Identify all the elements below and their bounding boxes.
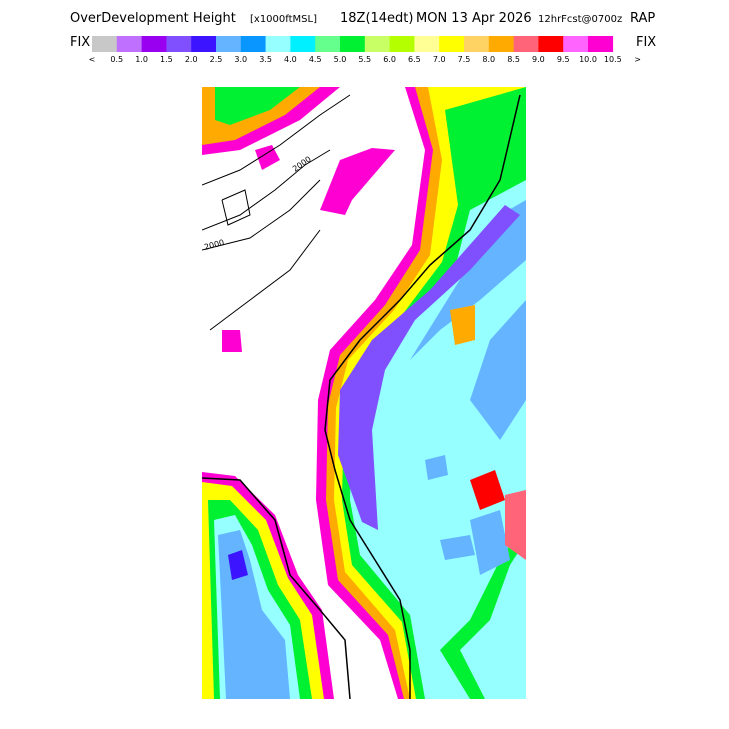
band xyxy=(215,87,300,125)
color-box xyxy=(364,36,390,52)
color-box xyxy=(240,36,266,52)
color-label: 9.5 xyxy=(557,55,570,64)
color-label: 0.5 xyxy=(110,55,123,64)
color-box xyxy=(191,36,217,52)
color-box xyxy=(315,36,341,52)
patch xyxy=(425,455,448,480)
color-box xyxy=(464,36,490,52)
units: [x1000ftMSL] xyxy=(250,14,317,25)
color-label: 1.0 xyxy=(135,55,148,64)
contour xyxy=(221,189,251,226)
color-label: 6.5 xyxy=(408,55,421,64)
color-label: 8.0 xyxy=(482,55,495,64)
colorbar: <0.5 1.0 1.5 2.0 2.5 3.0 3.5 4.0 4.5 5.0 5.5 6.0 6.5… xyxy=(89,36,641,64)
color-label: 1.5 xyxy=(160,55,173,64)
color-label: 3.5 xyxy=(259,55,272,64)
coastline xyxy=(324,94,521,699)
color-label: 3.0 xyxy=(234,55,247,64)
valid-time: 18Z(14edt) xyxy=(340,11,413,26)
contour xyxy=(209,229,321,331)
color-label: 10.5 xyxy=(604,55,622,64)
color-label: 8.5 xyxy=(507,55,520,64)
color-label: 10.0 xyxy=(579,55,597,64)
color-label: 4.0 xyxy=(284,55,297,64)
legend-right: FIX xyxy=(636,35,656,50)
forecast: 12hrFcst@0700z xyxy=(538,14,622,25)
color-box xyxy=(141,36,167,52)
color-label: 2.0 xyxy=(185,55,198,64)
color-label: 9.0 xyxy=(532,55,545,64)
title: OverDevelopment Height xyxy=(70,11,236,26)
patch xyxy=(470,470,505,510)
color-box xyxy=(538,36,564,52)
color-label: 7.0 xyxy=(433,55,446,64)
color-box xyxy=(166,36,192,52)
contour xyxy=(202,179,321,251)
color-box xyxy=(340,36,366,52)
color-label: 7.5 xyxy=(458,55,471,64)
color-box xyxy=(265,36,291,52)
contour xyxy=(202,149,331,231)
patch xyxy=(470,300,526,440)
coastline xyxy=(202,477,351,699)
color-box xyxy=(216,36,242,52)
legend-left: FIX xyxy=(70,35,90,50)
color-label: 5.0 xyxy=(334,55,347,64)
color-label: 4.5 xyxy=(309,55,322,64)
patch xyxy=(470,510,510,575)
contour xyxy=(202,94,351,186)
color-label: 6.0 xyxy=(383,55,396,64)
over-label: > xyxy=(634,55,641,64)
color-box xyxy=(389,36,415,52)
color-box xyxy=(414,36,440,52)
color-box xyxy=(439,36,465,52)
model: RAP xyxy=(630,11,655,26)
patch xyxy=(440,535,475,560)
color-label: 2.5 xyxy=(210,55,223,64)
patch xyxy=(505,490,526,560)
color-box xyxy=(92,36,118,52)
color-box xyxy=(488,36,514,52)
patch xyxy=(228,550,248,580)
patch xyxy=(450,305,475,345)
color-box xyxy=(588,36,614,52)
map: 2000 2000 xyxy=(202,87,526,699)
band xyxy=(460,360,526,699)
patch xyxy=(255,145,280,170)
color-label: 5.5 xyxy=(358,55,371,64)
color-box xyxy=(563,36,589,52)
color-box xyxy=(116,36,142,52)
patch xyxy=(338,205,520,530)
patch xyxy=(222,330,242,352)
date: MON 13 Apr 2026 xyxy=(416,11,532,26)
under-label: < xyxy=(89,55,96,64)
patch xyxy=(320,148,395,215)
color-box xyxy=(513,36,539,52)
color-box xyxy=(290,36,316,52)
